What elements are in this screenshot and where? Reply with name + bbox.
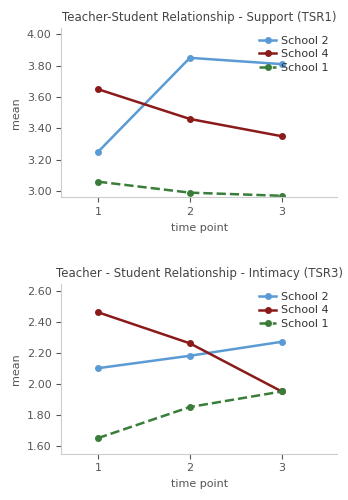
School 4 <box>280 388 284 394</box>
School 2 <box>96 365 100 371</box>
School 1 <box>96 178 100 184</box>
Line: School 1: School 1 <box>95 179 285 199</box>
School 4 <box>280 133 284 139</box>
Line: School 2: School 2 <box>95 55 285 154</box>
School 1 <box>280 193 284 199</box>
School 2 <box>96 149 100 155</box>
Line: School 2: School 2 <box>95 339 285 371</box>
Line: School 1: School 1 <box>95 388 285 441</box>
Y-axis label: mean: mean <box>11 353 21 385</box>
Line: School 4: School 4 <box>95 310 285 394</box>
School 1 <box>188 404 192 410</box>
School 2 <box>188 55 192 61</box>
School 1 <box>188 190 192 196</box>
X-axis label: time point: time point <box>171 479 228 489</box>
X-axis label: time point: time point <box>171 222 228 232</box>
Y-axis label: mean: mean <box>11 97 21 128</box>
School 1 <box>280 388 284 394</box>
School 4 <box>188 340 192 346</box>
Legend: School 2, School 4, School 1: School 2, School 4, School 1 <box>257 290 331 331</box>
School 2 <box>280 61 284 67</box>
School 4 <box>188 116 192 122</box>
Line: School 4: School 4 <box>95 86 285 139</box>
Title: Teacher - Student Relationship - Intimacy (TSR3): Teacher - Student Relationship - Intimac… <box>56 268 342 280</box>
School 1 <box>96 435 100 441</box>
School 2 <box>280 339 284 345</box>
School 4 <box>96 86 100 92</box>
School 2 <box>188 353 192 359</box>
Title: Teacher-Student Relationship - Support (TSR1): Teacher-Student Relationship - Support (… <box>62 11 336 24</box>
Legend: School 2, School 4, School 1: School 2, School 4, School 1 <box>257 34 331 74</box>
School 4 <box>96 310 100 316</box>
